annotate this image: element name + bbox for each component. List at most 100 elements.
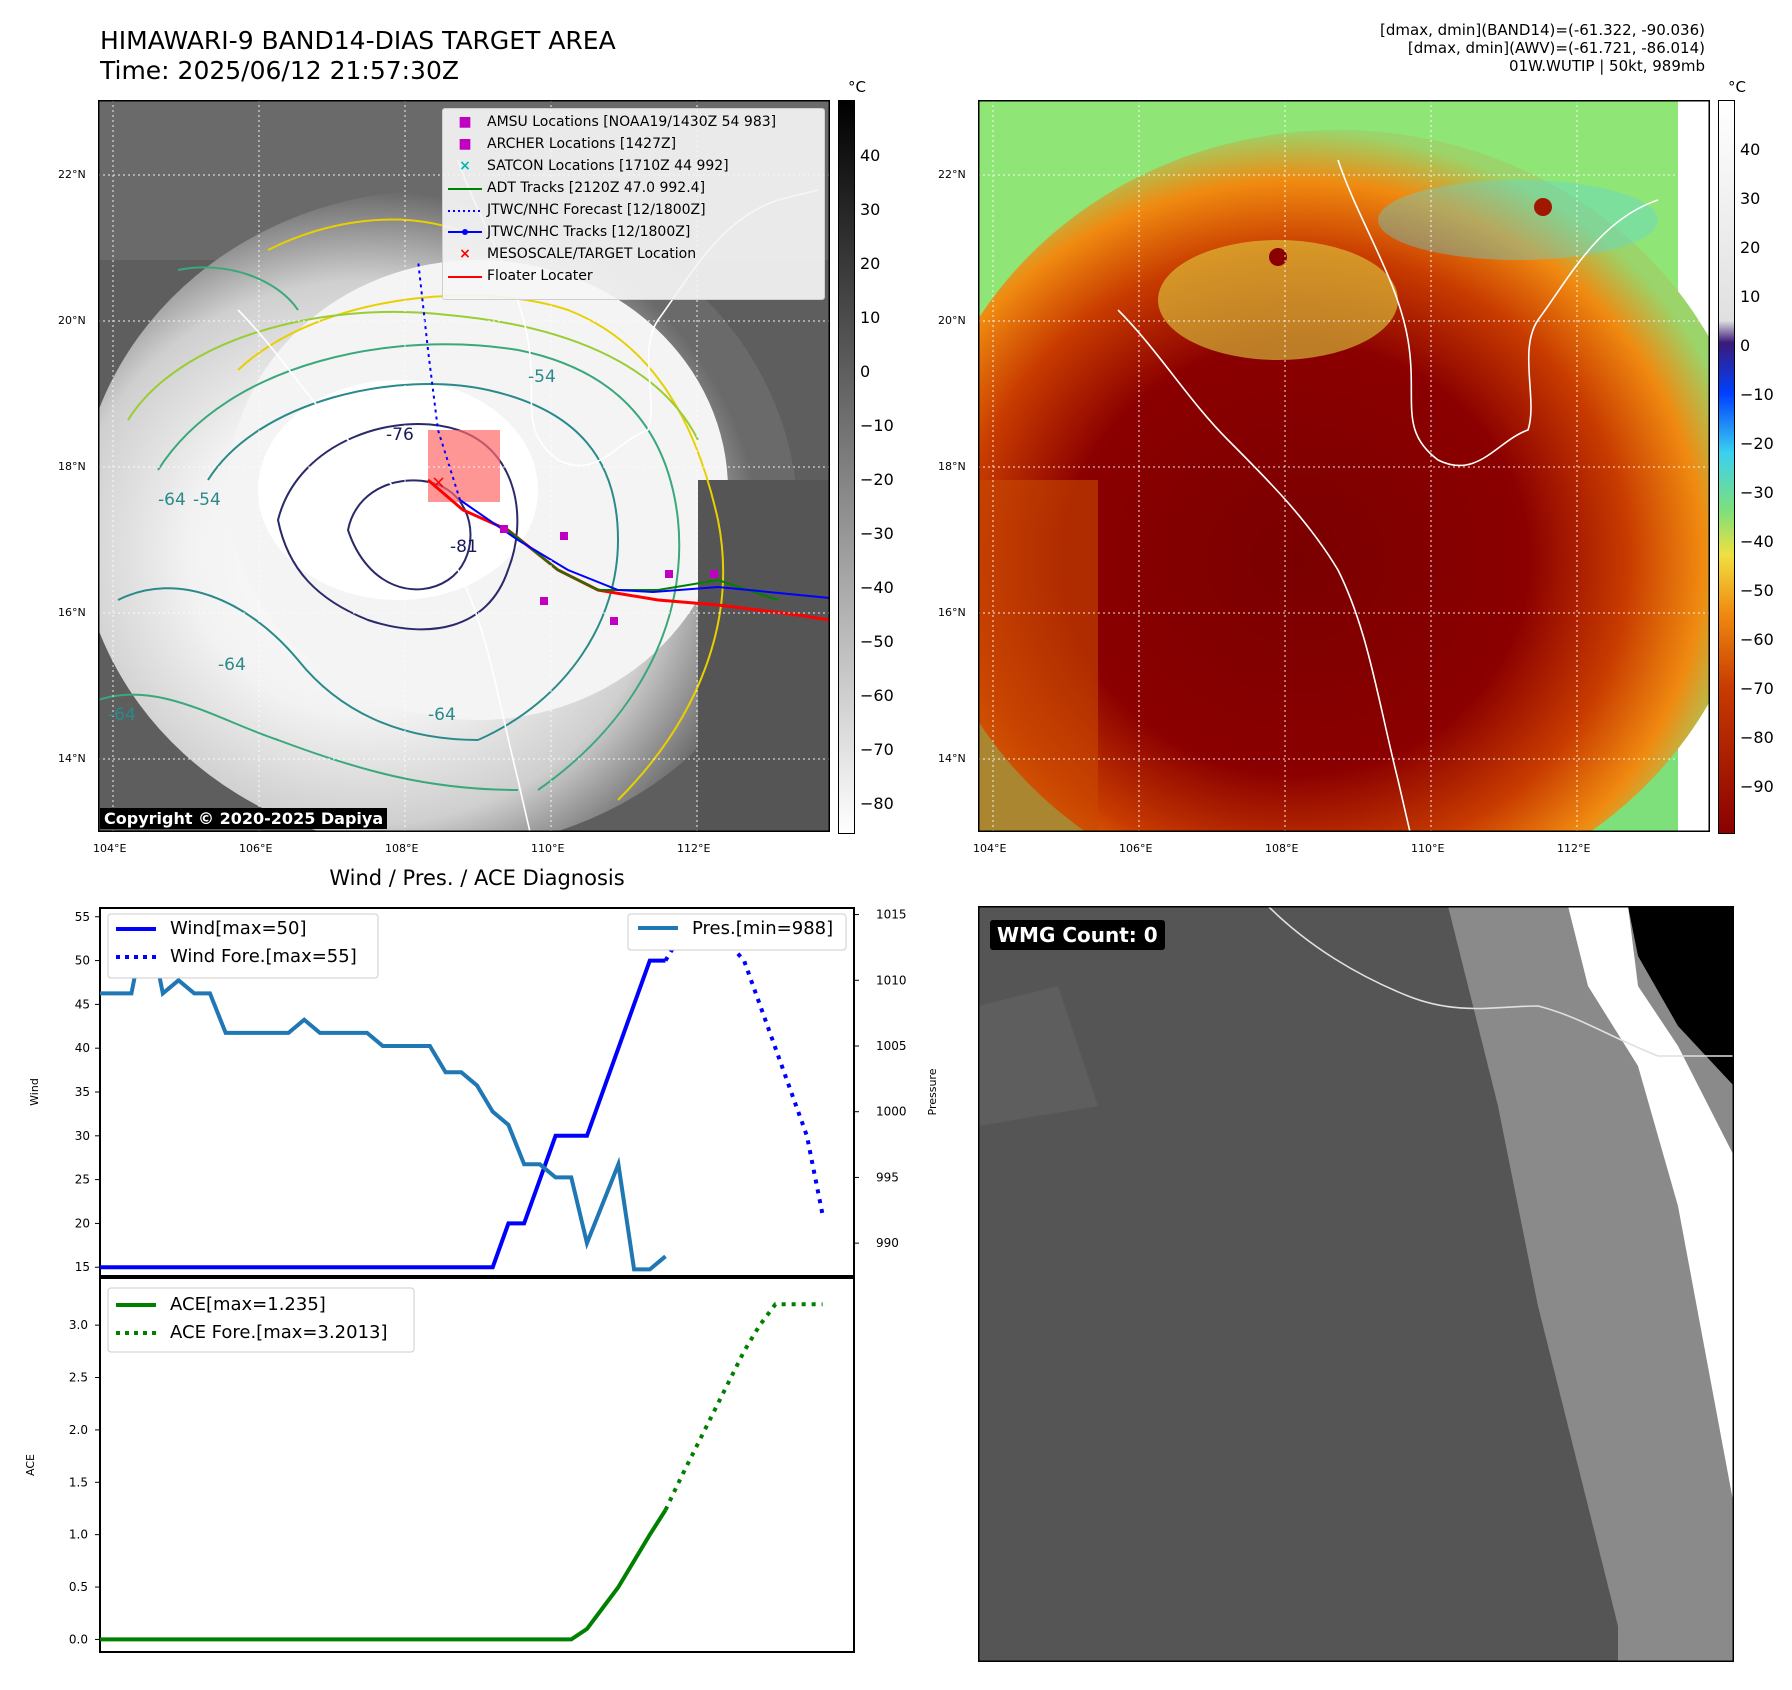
cb-tick: 30	[1740, 189, 1761, 208]
lat-label: 18°N	[58, 460, 86, 473]
ace-tick-label: 0.5	[69, 1580, 88, 1594]
pressure-tick-label: 1010	[876, 973, 907, 987]
lat-label: 20°N	[58, 314, 86, 327]
cb-tick: −20	[1740, 434, 1774, 453]
diagnosis-charts: 55 50 45 40 35 30 25 20 15 1015 1010 1005 1000 995 990…	[24, 907, 939, 1653]
lat-label: 18°N	[938, 460, 966, 473]
cb-tick: −50	[1740, 581, 1774, 600]
colorbar-unit: °C	[1728, 78, 1746, 96]
dmax-band14: [dmax, dmin](BAND14)=(-61.322, -90.036)	[1380, 21, 1705, 39]
wind-tick-label: 20	[75, 1216, 90, 1230]
wind-tick-label: 35	[75, 1085, 90, 1099]
wind-tick-label: 40	[75, 1041, 90, 1055]
pressure-tick-label: 1005	[876, 1039, 907, 1053]
wind-tick-label: 25	[75, 1173, 90, 1187]
gray-colorbar	[838, 100, 855, 834]
wind-pressure-chart: 55 50 45 40 35 30 25 20 15 1015 1010 1005 1000 995 990…	[28, 907, 939, 1277]
legend-label: Wind[max=50]	[170, 918, 307, 939]
legend-item: ADT Tracks [2120Z 47.0 992.4]	[448, 180, 706, 196]
legend-item: × MESOSCALE/TARGET Location	[459, 246, 697, 262]
cb-tick: −80	[860, 794, 894, 813]
legend-label: ACE[max=1.235]	[170, 1294, 326, 1315]
ace-tick-label: 2.5	[69, 1371, 88, 1385]
wind-legend	[107, 913, 379, 979]
legend-label: Pres.[min=988]	[692, 918, 833, 939]
wind-tick-label: 45	[75, 997, 90, 1011]
lon-label: 106°E	[239, 842, 273, 855]
chart-title: HIMAWARI-9 BAND14-DIAS TARGET AREA	[100, 26, 616, 55]
cb-tick: −70	[860, 740, 894, 759]
lat-label: 22°N	[938, 168, 966, 181]
legend-item: JTWC/NHC Tracks [12/1800Z]	[443, 221, 690, 243]
lon-label: 110°E	[1411, 842, 1445, 855]
cb-tick: 20	[1740, 238, 1761, 257]
ace-series-line-0	[100, 1508, 668, 1642]
cb-tick: −30	[1740, 483, 1774, 502]
cb-tick: −10	[1740, 385, 1774, 404]
cb-tick: −40	[860, 578, 894, 597]
wind-tick-label: 55	[75, 910, 90, 924]
target-marker: ×	[431, 472, 446, 493]
legend-item: JTWC/NHC Forecast [12/1800Z]	[448, 202, 706, 218]
wind-tick-label: 30	[75, 1129, 90, 1143]
cb-tick: −20	[860, 470, 894, 489]
lon-label: 110°E	[531, 842, 565, 855]
contour-label: -64	[108, 705, 136, 725]
color-colorbar-ticks: 40 30 20 10 0 −10 −20 −30 −40 −50 −60 −7…	[1738, 100, 1788, 832]
lon-label: 104°E	[93, 842, 127, 855]
cb-tick: 40	[1740, 140, 1761, 159]
color-colorbar	[1718, 100, 1735, 834]
ace-tick-label: 1.0	[69, 1528, 88, 1542]
wind-tick-label: 50	[75, 954, 90, 968]
ace-chart: 3.0 2.5 2.0 1.5 1.0 0.5 0.0 ACE ACE[max=1.235] AC…	[24, 1277, 855, 1653]
lon-label: 108°E	[385, 842, 419, 855]
cb-tick: 10	[860, 308, 881, 327]
ace-tick-label: 0.0	[69, 1632, 88, 1646]
lat-label: 16°N	[938, 606, 966, 619]
cb-tick: 20	[860, 254, 881, 273]
lon-label: 112°E	[1557, 842, 1591, 855]
cb-tick: −40	[1740, 532, 1774, 551]
contour-label: -64	[428, 705, 456, 725]
lat-label: 14°N	[938, 752, 966, 765]
lon-label: 104°E	[973, 842, 1007, 855]
lat-label: 16°N	[58, 606, 86, 619]
cb-tick: 40	[860, 146, 881, 165]
legend-item: Floater Locater	[448, 268, 593, 284]
pressure-tick-label: 990	[876, 1236, 899, 1250]
legend-item: × SATCON Locations [1710Z 44 992]	[459, 158, 729, 174]
map-legend: ■ AMSU Locations [NOAA19/1430Z 54 983] ■ A…	[442, 108, 825, 300]
gray-colorbar-ticks: 40 30 20 10 0 −10 −20 −30 −40 −50 −60 −7…	[858, 100, 898, 832]
contour-label: -76	[386, 425, 414, 445]
ace-axis-label: ACE	[24, 1454, 37, 1476]
cb-tick: −60	[1740, 630, 1774, 649]
ace-tick-label: 1.5	[69, 1475, 88, 1489]
copyright-badge: Copyright © 2020-2025 Dapiya	[100, 808, 388, 829]
series-line-0	[100, 958, 666, 1270]
lat-label: 22°N	[58, 168, 86, 181]
wind-axis-label: Wind	[28, 1078, 41, 1106]
pressure-tick-label: 995	[876, 1170, 899, 1184]
cb-tick: −30	[860, 524, 894, 543]
contour-label: -54	[528, 367, 556, 387]
cb-tick: −10	[860, 416, 894, 435]
ace-tick-label: 2.0	[69, 1423, 88, 1437]
lon-label: 108°E	[1265, 842, 1299, 855]
legend-label: ACE Fore.[max=3.2013]	[170, 1322, 388, 1343]
ace-tick-label: 3.0	[69, 1318, 88, 1332]
pressure-legend	[627, 913, 847, 951]
lon-label: 106°E	[1119, 842, 1153, 855]
lat-label: 20°N	[938, 314, 966, 327]
pressure-tick-label: 1015	[876, 908, 907, 922]
contour-label: -81	[450, 537, 478, 557]
cb-tick: −50	[860, 632, 894, 651]
cb-tick: −60	[860, 686, 894, 705]
contour-label: -54	[193, 490, 221, 510]
cb-tick: −80	[1740, 728, 1774, 747]
legend-item: ■ AMSU Locations [NOAA19/1430Z 54 983]	[458, 114, 777, 130]
pressure-axis-label: Pressure	[926, 1068, 939, 1115]
colorbar-unit: °C	[848, 78, 866, 96]
contour-label: -64	[158, 490, 186, 510]
cb-tick: 0	[860, 362, 871, 381]
lon-label: 112°E	[677, 842, 711, 855]
